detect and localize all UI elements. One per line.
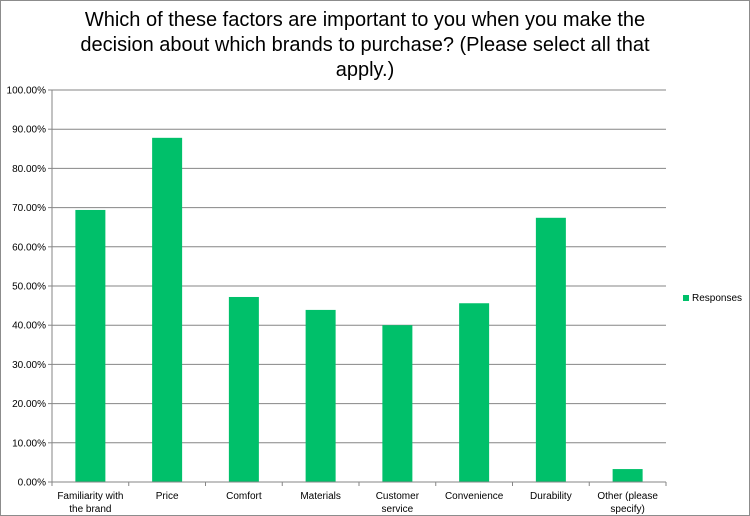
y-tick-label: 90.00% xyxy=(12,125,46,136)
y-axis: 0.00% 10.00% 20.00% 30.00% 40.00% 50.00% 60.00… xyxy=(7,86,53,489)
y-tick-label: 20.00% xyxy=(12,399,46,410)
chart-title: Which of these factors are important to … xyxy=(80,9,650,81)
bars xyxy=(75,137,643,483)
x-tick-label: Durability xyxy=(530,491,572,502)
x-tick-label: Familiarity with the brand xyxy=(57,491,123,515)
bar xyxy=(535,217,566,483)
y-tick-label: 40.00% xyxy=(12,321,46,332)
gridlines xyxy=(52,89,666,483)
y-tick-label: 100.00% xyxy=(7,86,47,97)
legend: Responses xyxy=(683,293,742,304)
x-tick-label: Price xyxy=(156,491,179,502)
legend-label: Responses xyxy=(692,293,742,304)
bar xyxy=(612,469,643,482)
bar xyxy=(75,209,106,482)
y-tick-label: 0.00% xyxy=(18,478,46,489)
y-tick-label: 30.00% xyxy=(12,360,46,371)
x-tick-label: Other (please specify) xyxy=(597,491,658,515)
x-tick-label: Materials xyxy=(300,491,341,502)
y-tick-label: 50.00% xyxy=(12,282,46,293)
x-tick-label: Customer service xyxy=(376,491,420,515)
x-tick-label: Comfort xyxy=(226,491,262,502)
y-tick-label: 60.00% xyxy=(12,242,46,253)
y-tick-label: 10.00% xyxy=(12,438,46,449)
x-axis: Familiarity with the brand Price Comfort Mat… xyxy=(51,481,667,515)
legend-swatch xyxy=(683,295,689,301)
y-tick-label: 80.00% xyxy=(12,164,46,175)
y-tick-label: 70.00% xyxy=(12,203,46,214)
bar xyxy=(382,325,413,482)
bar xyxy=(305,309,336,482)
bar xyxy=(459,303,490,482)
bar xyxy=(152,137,183,482)
x-tick-label: Convenience xyxy=(445,491,504,502)
bar xyxy=(228,296,259,482)
